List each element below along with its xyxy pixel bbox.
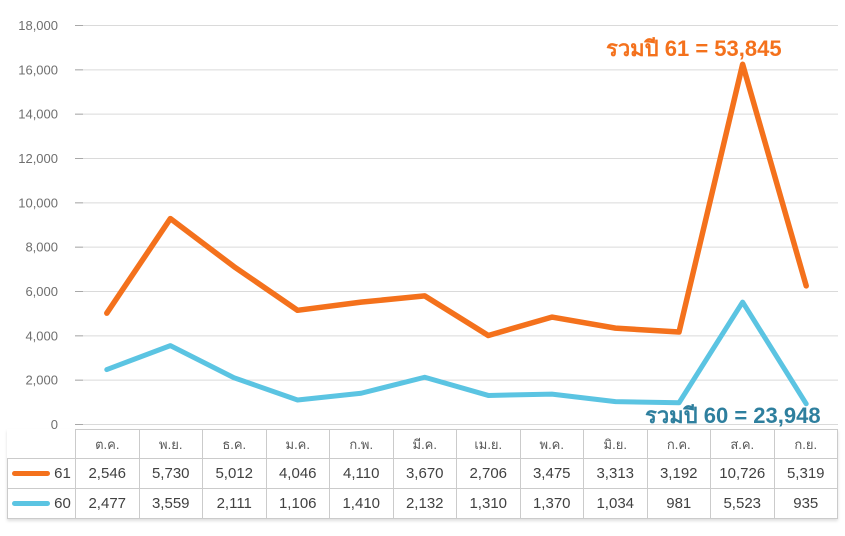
series-label: 61 (54, 465, 71, 482)
series-60-line[interactable] (104, 299, 809, 407)
value-cell: 5,730 (138, 458, 203, 489)
value-cell: 3,559 (138, 488, 203, 519)
y-axis-label: 18,000 (18, 18, 58, 33)
annotation-total-61[interactable]: รวมปี 61 = 53,845 (606, 36, 782, 61)
value-cell: 2,477 (75, 488, 140, 519)
y-axis-label: 16,000 (18, 62, 58, 77)
value-cell: 5,523 (710, 488, 775, 519)
value-cell: 3,192 (646, 458, 711, 489)
y-axis-label: 12,000 (18, 151, 58, 166)
value-cell: 4,046 (265, 458, 330, 489)
y-axis-label: 2,000 (25, 373, 58, 388)
value-cell: 2,706 (456, 458, 521, 489)
y-axis-label: 14,000 (18, 107, 58, 122)
value-cell: 2,132 (392, 488, 457, 519)
value-cell: 935 (773, 488, 838, 519)
series-61-swatch-icon (12, 471, 51, 476)
value-cell: 1,410 (329, 488, 394, 519)
value-cell: 5,319 (773, 458, 838, 489)
data-table: ต.ค. พ.ย. ธ.ค. ม.ค. ก.พ. มี.ค. เม.ย. พ.ค. มิ.ย. ก… (7, 429, 838, 519)
value-cell: 3,313 (583, 458, 648, 489)
y-axis-label: 8,000 (25, 240, 58, 255)
series-61-line[interactable] (104, 61, 809, 339)
series-60-swatch-icon (12, 501, 51, 506)
value-cell: 981 (646, 488, 711, 519)
table-row-61: 61 2,546 5,730 5,012 4,046 4,110 3,670 2,706 3,4… (7, 458, 838, 489)
legend-cell-60[interactable]: 60 (7, 488, 76, 519)
month-header-cell: ต.ค. (75, 429, 140, 459)
legend-cell-61[interactable]: 61 (7, 458, 76, 489)
month-header-cell: พ.ค. (519, 429, 584, 459)
y-axis-label: 0 (51, 417, 58, 429)
y-axis-label: 6,000 (25, 284, 58, 299)
value-cell: 3,670 (392, 458, 457, 489)
value-cell: 2,111 (202, 488, 267, 519)
month-header-cell: พ.ย. (138, 429, 203, 459)
value-cell: 5,012 (202, 458, 267, 489)
value-cell: 10,726 (710, 458, 775, 489)
table-corner-blank (8, 430, 76, 459)
series-label: 60 (54, 495, 71, 512)
month-header-cell: ก.พ. (329, 429, 394, 459)
y-axis-label: 10,000 (18, 195, 58, 210)
value-cell: 4,110 (329, 458, 394, 489)
value-cell: 3,475 (519, 458, 584, 489)
value-cell: 1,370 (519, 488, 584, 519)
value-cell: 1,106 (265, 488, 330, 519)
annotation-total-60[interactable]: รวมปี 60 = 23,948 (645, 403, 821, 428)
month-header-cell: ก.ย. (773, 429, 838, 459)
value-cell: 1,034 (583, 488, 648, 519)
value-cell: 1,310 (456, 488, 521, 519)
month-header-cell: ธ.ค. (202, 429, 267, 459)
line-chart: 0 2,000 4,000 6,000 8,000 10,000 12,000 14,000 1… (18, 18, 838, 429)
month-header-cell: ก.ค. (646, 429, 711, 459)
month-header-cell: ส.ค. (710, 429, 775, 459)
table-body: 61 2,546 5,730 5,012 4,046 4,110 3,670 2,706 3,4… (7, 458, 838, 519)
month-header-cell: มี.ค. (392, 429, 457, 459)
value-cell: 2,546 (75, 458, 140, 489)
month-header-cell: เม.ย. (456, 429, 521, 459)
month-header-cell: ม.ค. (265, 429, 330, 459)
y-axis-label: 4,000 (25, 328, 58, 343)
month-header-cell: มิ.ย. (583, 429, 648, 459)
table-row-60: 60 2,477 3,559 2,111 1,106 1,410 2,132 1,310 1,3… (7, 488, 838, 519)
table-header-row: ต.ค. พ.ย. ธ.ค. ม.ค. ก.พ. มี.ค. เม.ย. พ.ค. มิ.ย. ก… (8, 429, 838, 459)
